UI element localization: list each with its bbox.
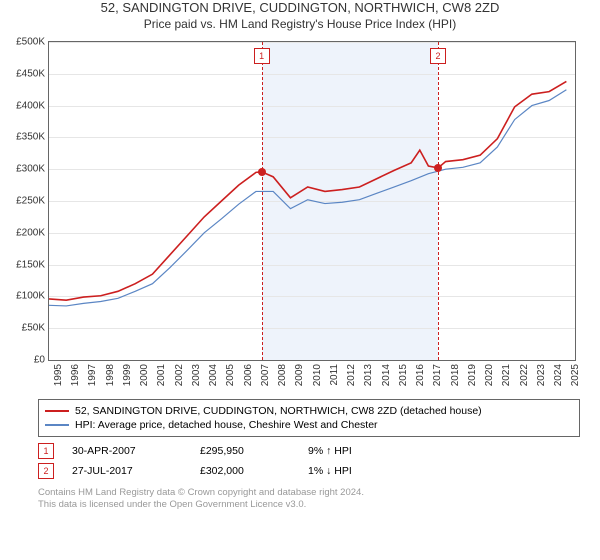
series-property [49,81,566,300]
sale-row: 2 27-JUL-2017 £302,000 1% ↓ HPI [38,461,580,481]
xtick-label: 2012 [346,364,357,386]
plot-area: £0£50K£100K£150K£200K£250K£300K£350K£400… [48,41,576,361]
xtick-label: 2011 [329,364,340,386]
xtick-label: 1996 [70,364,81,386]
ytick-label: £300K [16,164,45,175]
marker-dot-1 [258,168,266,176]
sale-row: 1 30-APR-2007 £295,950 9% ↑ HPI [38,441,580,461]
marker-box-2: 2 [430,48,446,64]
marker-line-1 [262,42,263,360]
chart-subtitle: Price paid vs. HM Land Registry's House … [0,17,600,31]
sale-marker-box: 1 [38,443,54,459]
xtick-label: 2004 [208,364,219,386]
legend-row: HPI: Average price, detached house, Ches… [45,418,573,432]
ytick-label: £250K [16,196,45,207]
marker-dot-2 [434,164,442,172]
xtick-label: 2016 [415,364,426,386]
xtick-label: 2007 [260,364,271,386]
xtick-label: 2020 [484,364,495,386]
xtick-label: 2008 [277,364,288,386]
xtick-label: 2000 [139,364,150,386]
footer-line-2: This data is licensed under the Open Gov… [38,499,580,511]
series-hpi [49,90,566,306]
line-svg [49,42,575,360]
xtick-label: 2024 [553,364,564,386]
xtick-label: 2006 [243,364,254,386]
sale-date: 27-JUL-2017 [72,465,182,477]
chart-title: 52, SANDINGTON DRIVE, CUDDINGTON, NORTHW… [0,0,600,15]
marker-line-2 [438,42,439,360]
legend-row: 52, SANDINGTON DRIVE, CUDDINGTON, NORTHW… [45,404,573,418]
ytick-label: £400K [16,100,45,111]
chart-container: 52, SANDINGTON DRIVE, CUDDINGTON, NORTHW… [0,0,600,560]
xtick-label: 1998 [105,364,116,386]
sale-price: £295,950 [200,445,290,457]
xtick-label: 2014 [381,364,392,386]
sale-hpi-rel: 9% ↑ HPI [308,445,418,457]
legend-swatch [45,424,69,426]
sale-price: £302,000 [200,465,290,477]
sales-table: 1 30-APR-2007 £295,950 9% ↑ HPI 2 27-JUL-2017… [38,441,580,481]
marker-box-1: 1 [254,48,270,64]
xtick-label: 2025 [570,364,581,386]
xtick-label: 2022 [519,364,530,386]
xtick-label: 2015 [398,364,409,386]
xtick-label: 1997 [87,364,98,386]
ytick-label: £500K [16,37,45,48]
ytick-label: £200K [16,227,45,238]
sale-date: 30-APR-2007 [72,445,182,457]
ytick-label: £450K [16,68,45,79]
legend: 52, SANDINGTON DRIVE, CUDDINGTON, NORTHW… [38,399,580,437]
ytick-label: £350K [16,132,45,143]
ytick-label: £0 [34,355,45,366]
footer-attribution: Contains HM Land Registry data © Crown c… [38,487,580,512]
xtick-label: 1995 [53,364,64,386]
xtick-label: 2003 [191,364,202,386]
footer-line-1: Contains HM Land Registry data © Crown c… [38,487,580,499]
legend-label: 52, SANDINGTON DRIVE, CUDDINGTON, NORTHW… [75,405,482,417]
xtick-label: 2023 [536,364,547,386]
legend-swatch [45,410,69,412]
xtick-label: 2021 [501,364,512,386]
xtick-label: 2010 [312,364,323,386]
xtick-label: 2009 [294,364,305,386]
ytick-label: £50K [22,323,45,334]
legend-label: HPI: Average price, detached house, Ches… [75,419,378,431]
xtick-label: 2002 [174,364,185,386]
ytick-label: £100K [16,291,45,302]
sale-hpi-rel: 1% ↓ HPI [308,465,418,477]
chart-area: £0£50K£100K£150K£200K£250K£300K£350K£400… [48,41,600,361]
xtick-label: 2017 [432,364,443,386]
xtick-label: 1999 [122,364,133,386]
xtick-label: 2005 [225,364,236,386]
xtick-label: 2013 [363,364,374,386]
xtick-label: 2019 [467,364,478,386]
sale-marker-box: 2 [38,463,54,479]
xtick-label: 2001 [156,364,167,386]
ytick-label: £150K [16,259,45,270]
xtick-label: 2018 [450,364,461,386]
